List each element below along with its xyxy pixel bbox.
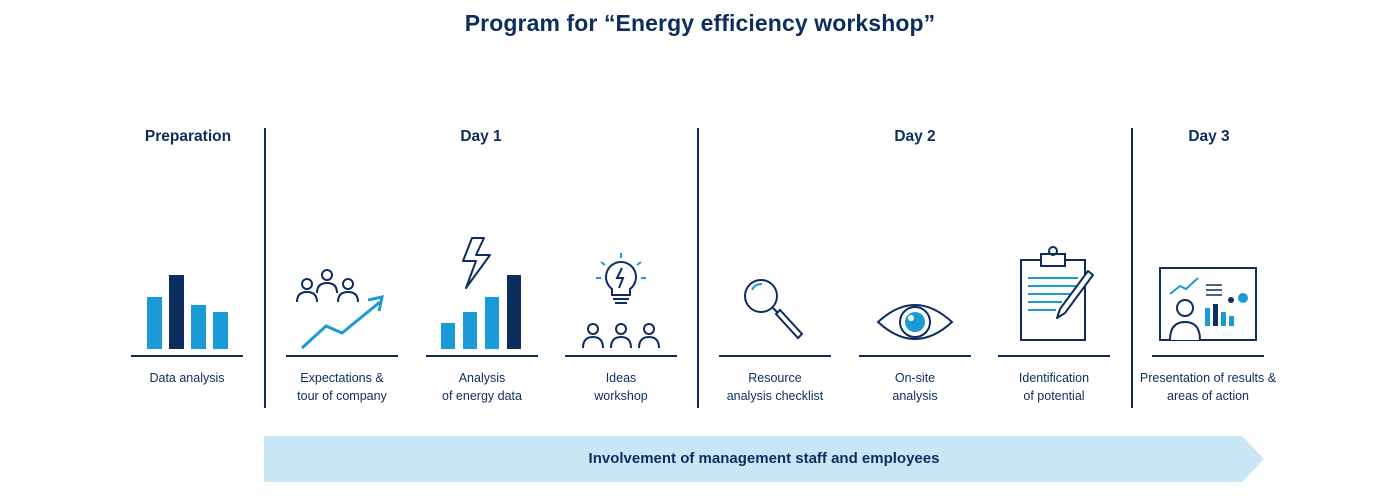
clipboard-icon: [1020, 246, 1094, 341]
step-baseline: [719, 355, 831, 357]
phase-divider: [264, 128, 266, 408]
step-baseline: [859, 355, 971, 357]
step-baseline: [426, 355, 538, 357]
eye-icon: [876, 304, 954, 340]
bar-chart-icon: [147, 275, 228, 349]
step-label: Expectations & tour of company: [297, 371, 387, 403]
step-label: Resource analysis checklist: [726, 371, 824, 403]
phase-day-3: Day 3: [1188, 128, 1230, 145]
step-baseline: [1152, 355, 1264, 357]
team-growth-icon: [296, 269, 384, 350]
energy-chart-icon: [441, 237, 521, 349]
step-baseline: [565, 355, 677, 357]
step-label: Presentation of results & areas of actio…: [1139, 371, 1277, 403]
phase-divider: [697, 128, 699, 408]
step-baseline: [998, 355, 1110, 357]
involvement-arrow: [264, 436, 1264, 482]
phase-preparation: Preparation: [144, 128, 232, 145]
step-label: On-site analysis: [892, 371, 938, 403]
magnifier-icon: [744, 279, 804, 340]
step-label: Data analysis: [149, 371, 225, 385]
presentation-icon: [1159, 267, 1257, 341]
lightbulb-team-icon: [582, 253, 660, 349]
phase-divider: [1131, 128, 1133, 408]
step-label: Identification of potential: [1018, 371, 1090, 403]
phase-day-2: Day 2: [894, 128, 936, 145]
step-baseline: [131, 355, 243, 357]
page-title: Program for “Energy efficiency workshop”: [464, 10, 936, 36]
step-baseline: [286, 355, 398, 357]
phase-day-1: Day 1: [460, 128, 502, 145]
involvement-label: Involvement of management staff and empl…: [588, 450, 940, 467]
step-label: Ideas workshop: [594, 371, 648, 403]
step-label: Analysis of energy data: [442, 371, 522, 403]
